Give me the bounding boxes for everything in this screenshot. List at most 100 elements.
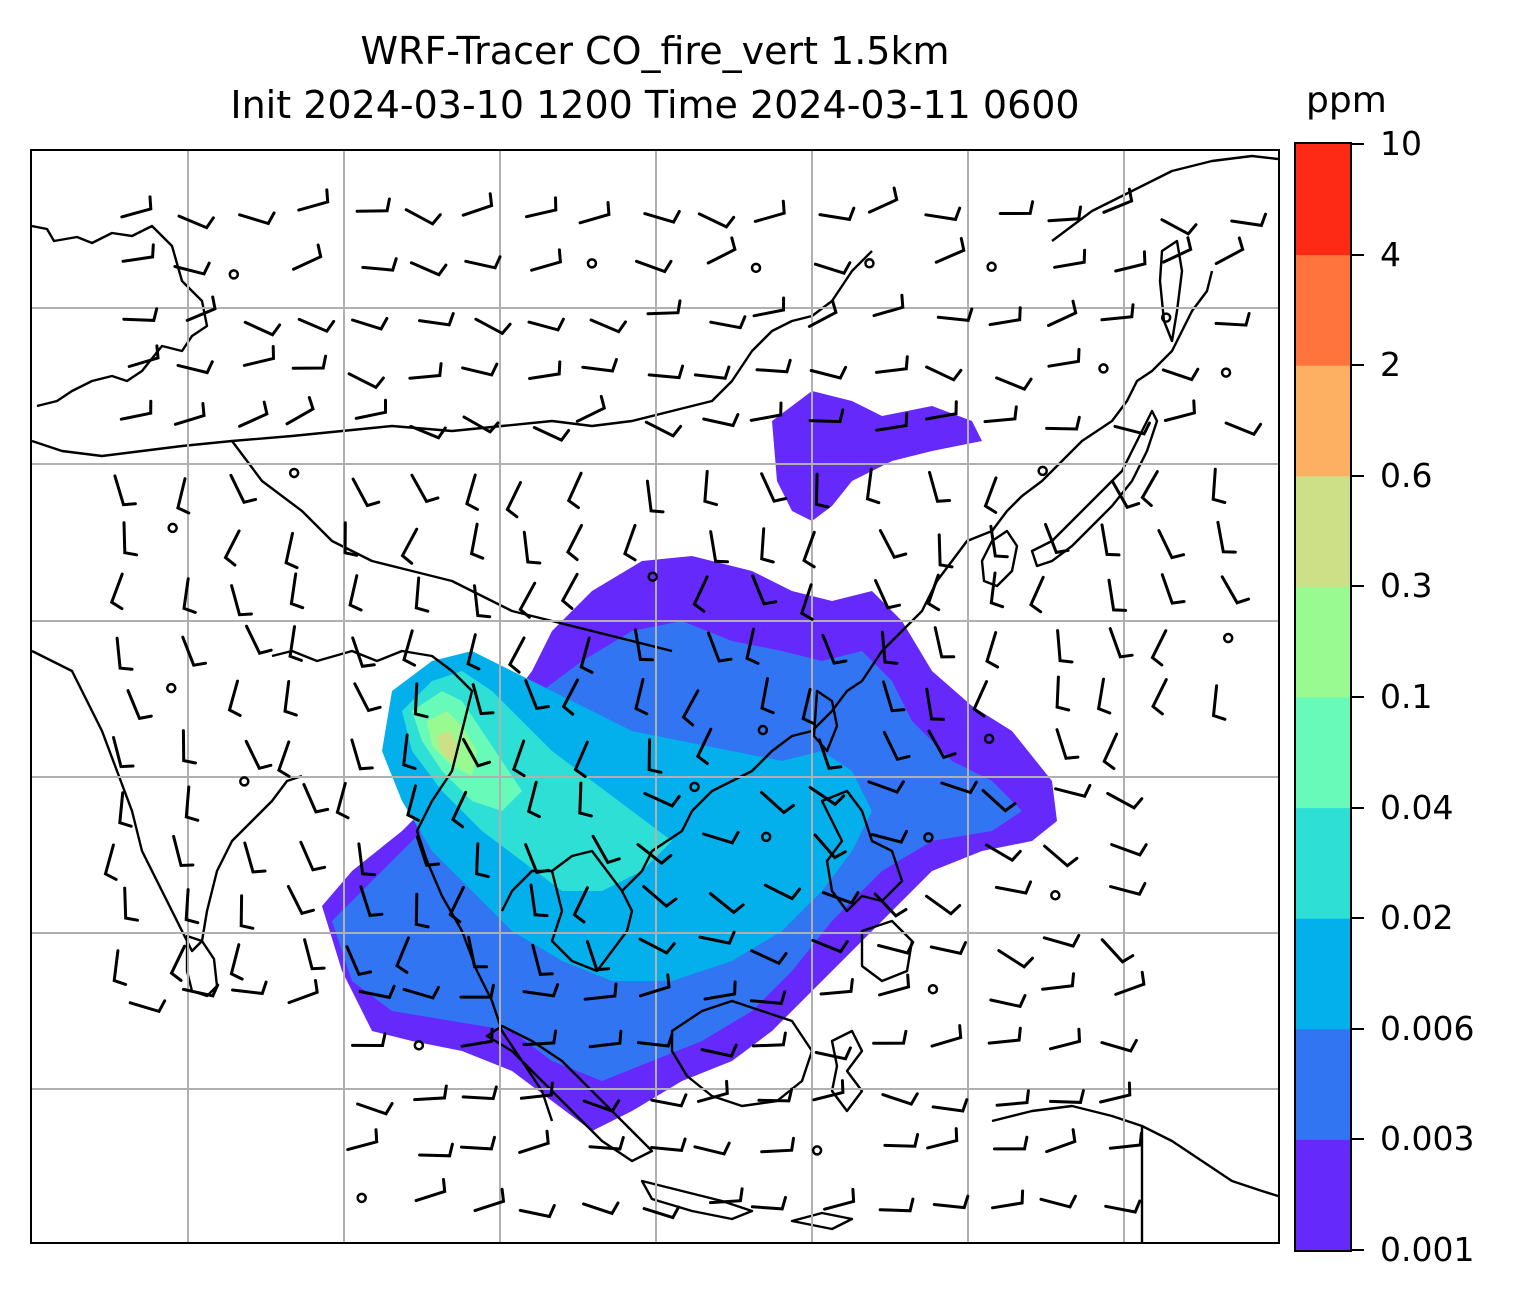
wind-barb [821,633,848,665]
wind-barb [645,479,665,514]
coast-new-guinea [991,1104,1278,1198]
wind-barb [865,467,881,505]
wind-barb [1055,675,1071,712]
calm-wind-marker [986,261,997,273]
wind-barb [817,738,843,770]
wind-barb [181,635,207,667]
wind-barb [176,477,191,515]
wind-barb [1114,250,1147,273]
wind-barb [987,1026,1022,1045]
wind-barb [709,315,747,330]
colorbar-segment [1296,475,1350,587]
wind-barb [983,476,998,514]
wind-barb [461,192,494,217]
wind-barb [642,1205,681,1220]
coast-korea [980,529,1019,588]
wind-barb [582,1201,620,1216]
wind-barb [636,1033,674,1048]
wind-barb [239,894,255,930]
wind-barb [1049,1089,1085,1104]
wind-barb [1048,1027,1082,1051]
wind-barb [813,261,852,275]
wind-barb [929,941,967,956]
wind-barb [1110,843,1148,857]
coast-philippines [820,789,904,913]
wind-barb [406,784,421,822]
wind-barb [972,680,988,718]
colorbar [1294,142,1352,1252]
calm-wind-marker [167,522,178,534]
wind-barb [591,834,621,865]
wind-barb [582,1099,621,1113]
wind-barb [231,980,268,996]
wind-barb [573,740,589,778]
wind-barb [1056,629,1074,664]
coast-bay-east [271,649,554,1122]
wind-barb [1044,522,1070,555]
wind-barb [181,729,197,765]
wind-barb [1151,678,1168,716]
wind-barb [361,257,398,272]
wind-barb [638,937,676,955]
wind-barb [1108,627,1134,659]
wind-barb [103,843,118,881]
wind-barb [985,631,1000,669]
wind-barb [579,636,594,674]
colorbar-tick-label: 0.1 [1380,677,1433,716]
calm-wind-marker [1160,312,1172,323]
calm-wind-marker [288,467,300,479]
wind-barb [451,790,468,829]
wind-barb [872,1029,908,1045]
wind-barb [343,521,359,557]
wind-barb [122,521,139,557]
wind-barb [763,883,802,901]
wind-barb [524,679,550,711]
wind-barb [518,1129,550,1154]
wind-barb [799,583,814,621]
wind-barb [707,631,733,663]
wind-barb [867,780,905,794]
wind-barb [395,936,410,974]
wind-barb [561,678,579,716]
wind-barb [462,415,500,434]
wind-barb [346,1128,379,1152]
wind-barb [807,299,838,328]
wind-barb [414,892,430,929]
wind-barb [238,211,276,226]
wind-barb [1160,218,1198,236]
coastlines [32,154,1278,1242]
wind-barb [760,790,795,815]
wind-barb [182,983,220,998]
wind-barb [706,236,737,265]
map-title-line1: WRF-Tracer CO_fire_vert 1.5km [360,29,950,73]
wind-barb [348,574,363,612]
wind-barb [872,293,905,318]
calm-wind-marker [413,1040,425,1051]
wind-barb [581,358,618,373]
wind-barb [1114,970,1146,996]
wind-barb [692,575,709,613]
wind-barb [870,829,908,844]
wind-barb [115,636,134,671]
wind-barb [357,842,376,877]
wind-barb [703,980,737,1001]
wind-barb [448,886,465,924]
wind-barb [1100,938,1135,964]
wind-barb [526,780,541,819]
colorbar-segment [1296,697,1350,809]
wind-barb [924,206,962,222]
wind-barb [119,399,153,421]
wind-barb [578,201,611,225]
wind-barb [287,979,319,1005]
wind-barb [128,999,167,1014]
wind-barb [242,345,276,367]
wind-barb [698,930,736,945]
colorbar-tick-label: 2 [1380,345,1401,385]
calm-wind-marker [1050,890,1061,901]
wind-barb [1163,399,1196,422]
wind-barb [471,683,495,716]
coast-sakhalin [1158,239,1184,343]
wind-barb [223,529,241,567]
wind-barb [1150,629,1168,667]
wind-barb [469,522,485,560]
